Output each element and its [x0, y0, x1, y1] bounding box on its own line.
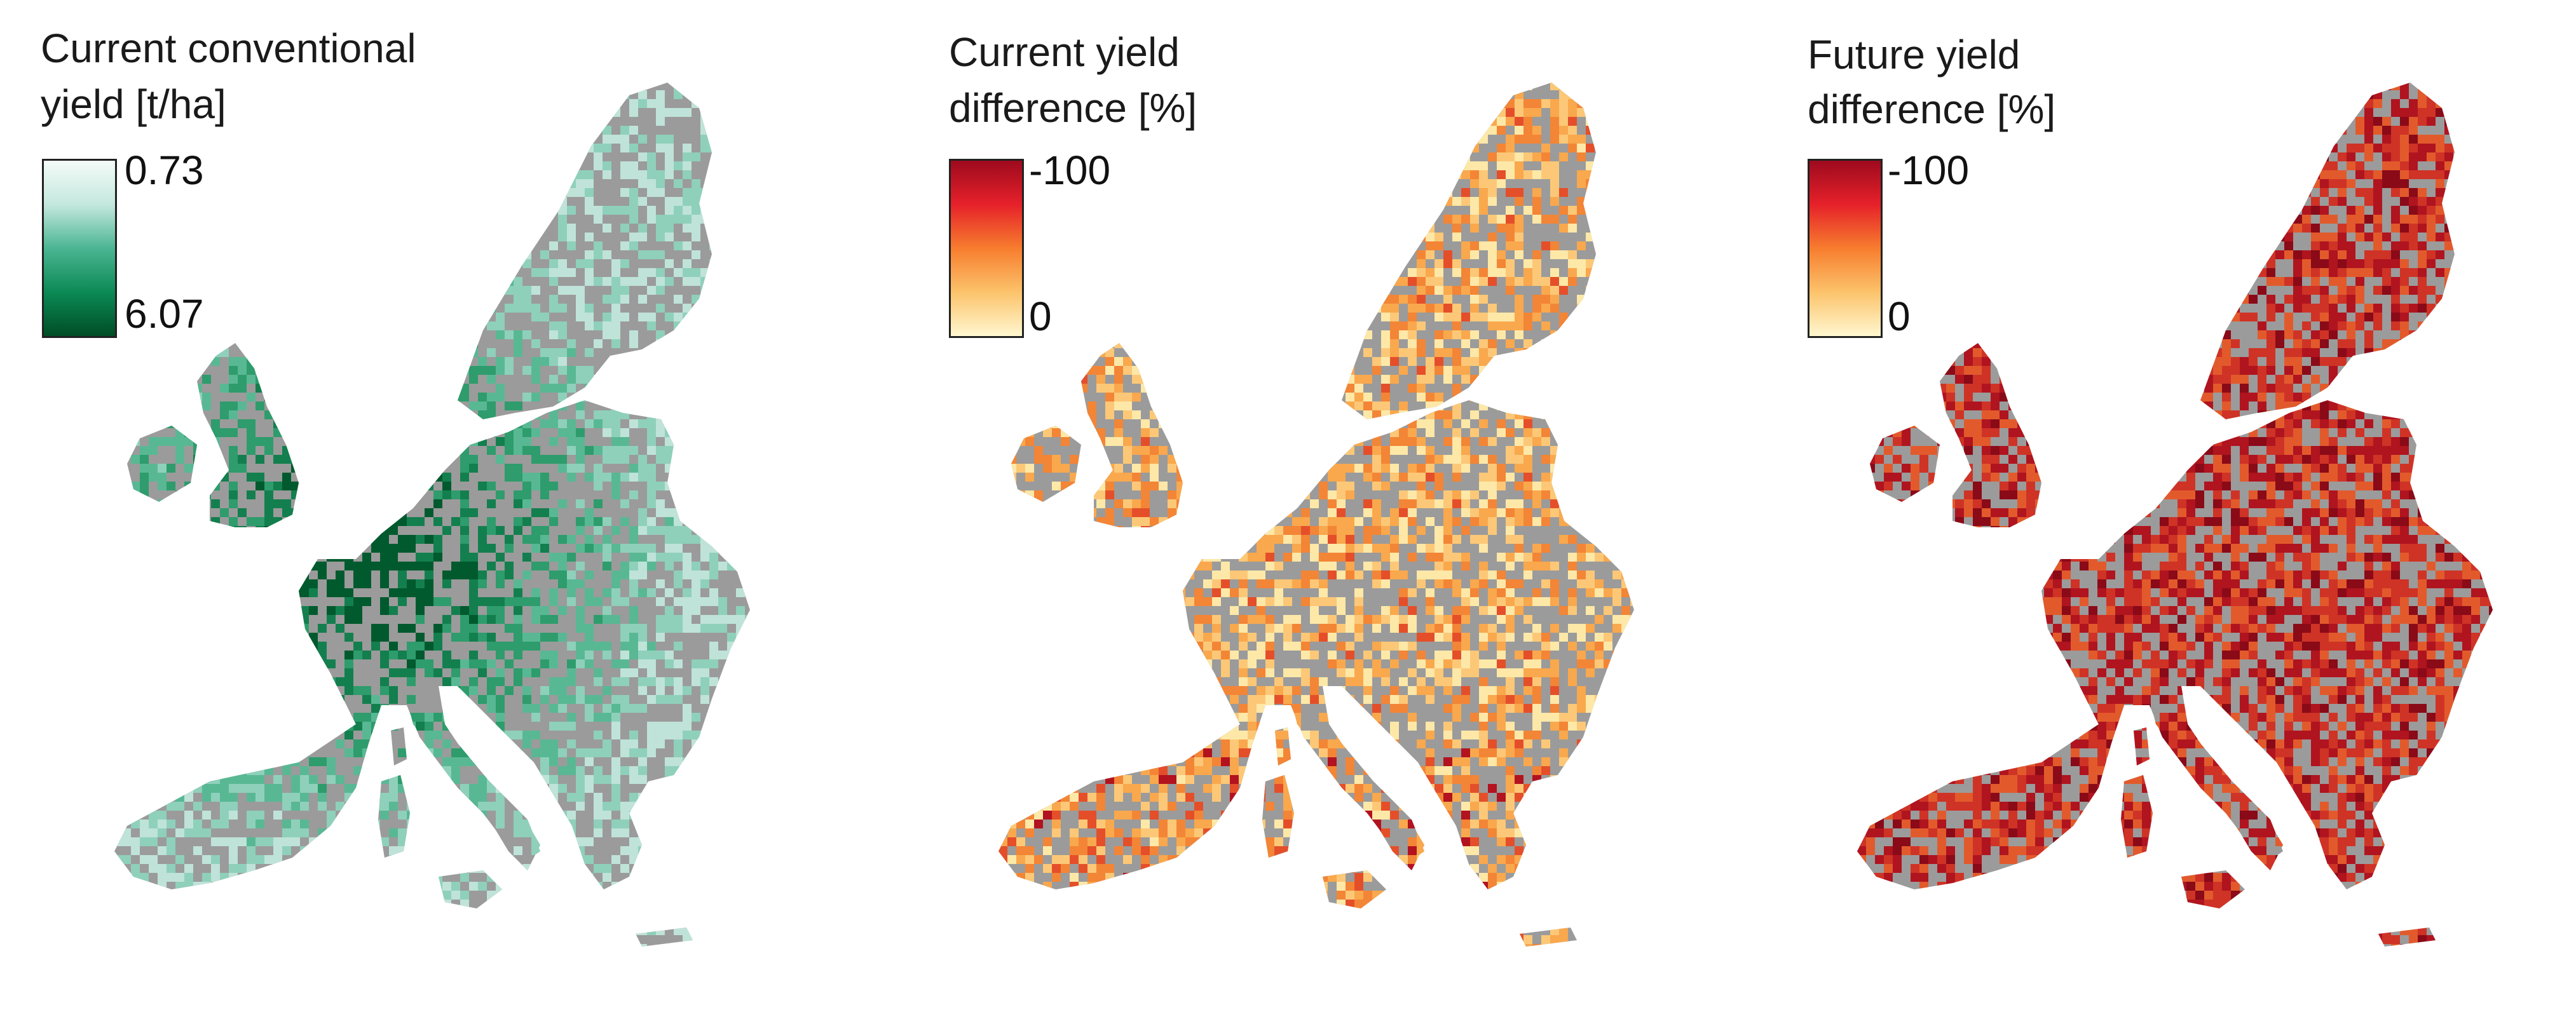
legend-top-label: -100	[1888, 147, 1970, 193]
data-cells	[1857, 83, 2493, 947]
europe-map	[998, 83, 1634, 947]
legend-bottom-label: 6.07	[125, 291, 204, 337]
data-cells	[998, 83, 1634, 947]
panel-future-yield-difference: Future yield difference [%] -100 0	[1717, 0, 2576, 1019]
legend-color-bar	[42, 159, 117, 338]
europe-map	[1857, 83, 2493, 947]
panel-current-conventional-yield: Current conventional yield [t/ha] 0.73 6…	[0, 0, 859, 1019]
land-corsica	[391, 727, 407, 766]
legend-bottom-label: 0	[1888, 294, 1911, 339]
legend-top-label: 0.73	[125, 147, 204, 193]
panel-current-yield-difference: Current yield difference [%] -100 0	[859, 0, 1717, 1019]
europe-map	[114, 83, 750, 947]
legend-top-label: -100	[1029, 147, 1111, 193]
legend-color-bar	[1808, 159, 1883, 338]
panel-title-line-2: difference [%]	[1808, 86, 2056, 132]
panel-title-line-2: difference [%]	[949, 85, 1197, 131]
panel-title-line-2: yield [t/ha]	[41, 81, 226, 127]
panel-title-line-1: Current yield	[949, 29, 1180, 75]
panel-title-line-1: Current conventional	[41, 25, 416, 71]
legend-color-bar	[949, 159, 1024, 338]
panel-title-line-1: Future yield	[1808, 32, 2021, 78]
legend-bottom-label: 0	[1029, 294, 1052, 339]
